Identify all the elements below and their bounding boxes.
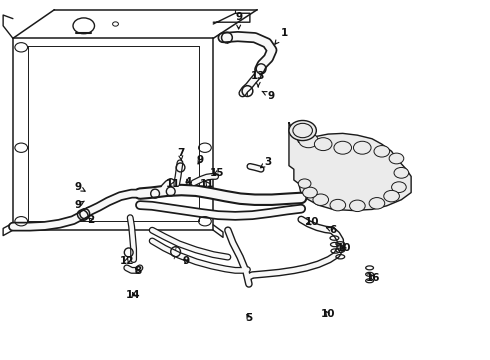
Text: 15: 15 <box>210 168 224 178</box>
Polygon shape <box>289 123 411 211</box>
Text: 1: 1 <box>275 28 288 44</box>
Text: 8: 8 <box>134 266 141 276</box>
Text: 9: 9 <box>74 182 85 192</box>
Text: 3: 3 <box>261 157 271 168</box>
Circle shape <box>349 200 365 212</box>
Circle shape <box>389 153 404 164</box>
Text: 9: 9 <box>74 200 84 210</box>
Text: 4: 4 <box>184 177 192 187</box>
Text: 7: 7 <box>177 148 184 161</box>
Text: 9: 9 <box>183 256 190 266</box>
Text: 14: 14 <box>126 291 141 301</box>
Circle shape <box>369 198 385 209</box>
Text: 13: 13 <box>251 71 266 87</box>
Circle shape <box>330 199 345 211</box>
Text: 9: 9 <box>262 91 274 101</box>
Text: 9: 9 <box>196 155 204 165</box>
Circle shape <box>289 121 317 140</box>
Circle shape <box>334 141 351 154</box>
Text: 11: 11 <box>166 179 180 189</box>
Text: 6: 6 <box>326 225 337 235</box>
Circle shape <box>303 187 318 198</box>
Circle shape <box>315 138 332 150</box>
Circle shape <box>313 194 329 206</box>
Circle shape <box>299 134 318 148</box>
Circle shape <box>298 179 311 188</box>
Circle shape <box>374 145 390 157</box>
Text: 12: 12 <box>120 256 134 266</box>
Text: 16: 16 <box>366 273 380 283</box>
Circle shape <box>392 182 406 193</box>
Circle shape <box>394 167 409 178</box>
Text: 10: 10 <box>321 310 335 319</box>
Circle shape <box>353 141 371 154</box>
Circle shape <box>384 190 399 202</box>
Text: 10: 10 <box>305 217 319 227</box>
Text: 11: 11 <box>200 179 215 189</box>
Text: 5: 5 <box>245 313 252 323</box>
Text: 2: 2 <box>87 215 95 225</box>
Text: 9: 9 <box>235 12 242 29</box>
Text: 10: 10 <box>337 243 351 253</box>
